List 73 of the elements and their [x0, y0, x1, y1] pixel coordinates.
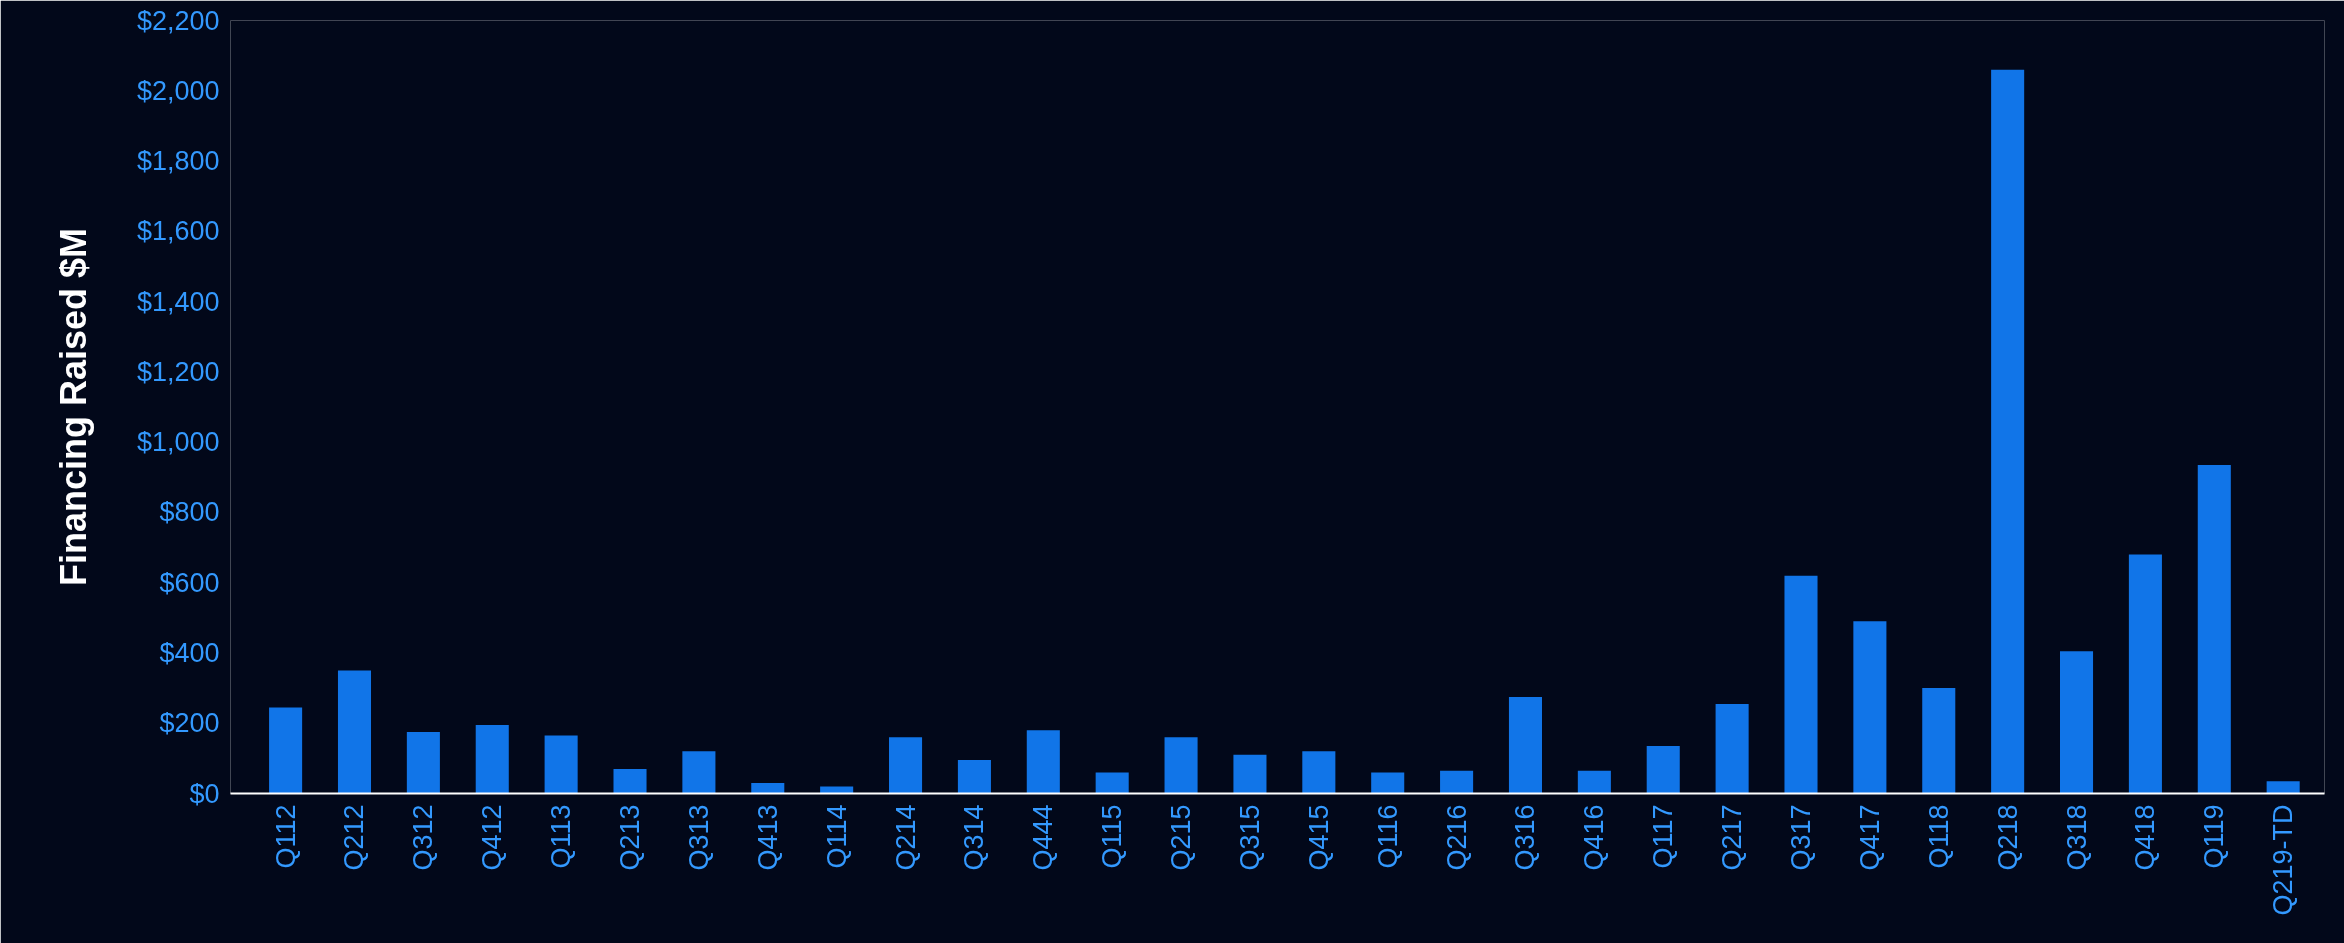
x-tick-label: Q415 [1303, 804, 1334, 871]
bar [2266, 781, 2300, 794]
bar [1922, 688, 1956, 794]
x-tick-label: Q416 [1579, 804, 1610, 871]
bar [1784, 575, 1818, 794]
bar [820, 786, 854, 794]
y-tick-label: $0 [189, 778, 220, 809]
bar [1302, 751, 1336, 794]
bar [1164, 737, 1198, 794]
bar [889, 737, 923, 794]
bar [1715, 703, 1749, 794]
bar [1646, 746, 1680, 794]
x-tick-label: Q113 [546, 804, 577, 869]
bar [1440, 770, 1474, 794]
x-tick-label: Q314 [959, 804, 990, 871]
x-tick-label: Q318 [2061, 804, 2092, 871]
x-tick-label: Q216 [1441, 804, 1472, 871]
x-tick-label: Q315 [1234, 804, 1265, 871]
x-tick-label: Q313 [683, 804, 714, 871]
bar [957, 760, 991, 794]
x-tick-label: Q115 [1097, 804, 1128, 869]
bar [337, 670, 372, 794]
y-tick-label: $1,800 [136, 146, 220, 177]
bar [1233, 754, 1267, 794]
x-tick-label: Q412 [477, 804, 508, 871]
x-tick-label: Q112 [270, 804, 301, 869]
bar [682, 751, 716, 794]
x-tick-label: Q114 [821, 804, 852, 869]
x-tick-label: Q418 [2130, 804, 2161, 871]
bar [544, 735, 578, 794]
y-tick-label: $1,200 [136, 356, 220, 387]
bar [1577, 770, 1611, 794]
x-tick-label: Q214 [890, 804, 921, 871]
x-tick-label: Q219-TD [2268, 804, 2299, 916]
bar [1371, 772, 1405, 794]
x-tick-label: Q215 [1166, 804, 1197, 871]
y-tick-label: $1,000 [136, 427, 220, 458]
bar [2197, 464, 2231, 794]
x-tick-label: Q117 [1648, 804, 1679, 869]
x-tick-label: Q417 [1854, 804, 1885, 871]
y-tick-label: $2,200 [136, 5, 220, 36]
bar [613, 768, 647, 794]
x-tick-label: Q413 [752, 804, 783, 871]
bar [1508, 696, 1543, 794]
y-axis-title: Financing Raised $M [52, 227, 94, 587]
bar [1095, 772, 1129, 794]
y-tick-label: $800 [159, 497, 220, 528]
x-tick-label: Q118 [1923, 804, 1954, 869]
bar [1991, 69, 2025, 794]
y-tick-label: $400 [159, 637, 220, 668]
y-tick-label: $600 [159, 567, 220, 598]
bar [1026, 730, 1060, 794]
bar [475, 724, 509, 794]
x-tick-label: Q116 [1372, 804, 1403, 869]
x-tick-label: Q213 [615, 804, 646, 871]
bar [269, 707, 303, 794]
x-tick-label: Q119 [2199, 804, 2230, 869]
bar [1853, 621, 1887, 794]
bar [751, 782, 785, 794]
bar [406, 732, 440, 794]
y-tick-label: $1,400 [136, 286, 220, 317]
bar [2059, 651, 2094, 794]
x-tick-label: Q312 [408, 804, 439, 871]
x-tick-label: Q444 [1028, 804, 1059, 871]
y-tick-label: $1,600 [136, 216, 220, 247]
x-tick-label: Q212 [339, 804, 370, 871]
y-tick-label: $2,000 [136, 75, 220, 106]
x-tick-label: Q316 [1510, 804, 1541, 871]
y-tick-label: $200 [159, 708, 220, 739]
x-tick-label: Q218 [1992, 804, 2023, 871]
x-tick-label: Q217 [1717, 804, 1748, 871]
x-tick-label: Q317 [1786, 804, 1816, 871]
bar [2128, 554, 2162, 794]
